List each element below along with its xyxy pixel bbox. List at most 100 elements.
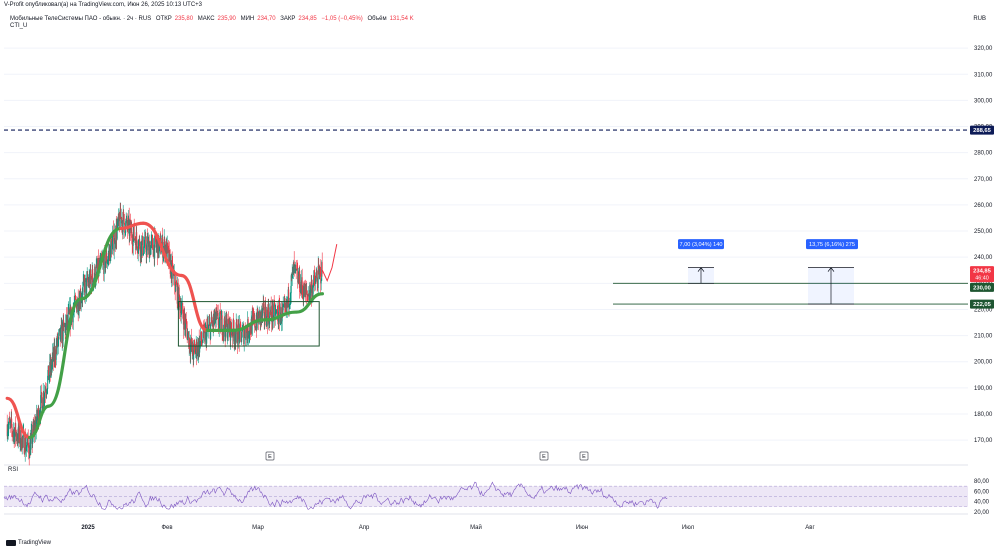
candle-body [105,261,107,268]
currency-label: RUB [973,16,986,22]
low-label: МИН [240,16,255,22]
tradingview-logo[interactable]: TradingView [6,540,51,546]
candle-body [67,312,69,322]
candle-body [9,419,11,423]
tradingview-mark-icon [6,540,16,546]
candle-body [104,251,106,268]
time-tick-label: 2025 [81,525,95,531]
candle-body [268,307,270,319]
candle-body [40,395,42,417]
candle-body [306,290,308,295]
candle-body [302,289,304,292]
candle-body [236,322,238,324]
rsi-tick-label: 40,00 [974,500,990,506]
candle-body [89,270,91,287]
candle-body [123,212,125,214]
candle-body [58,330,60,333]
candle-body [249,325,251,332]
candle-body [299,270,301,293]
candle-body [217,313,219,326]
candle-body [241,337,243,342]
candle-body [14,432,16,443]
candle-body [243,335,245,344]
candle-body [219,311,221,321]
candle-body [316,275,318,278]
close-value: 234,85 [298,16,317,22]
candle-body [43,392,45,403]
candle-body [126,217,128,226]
candle-body [217,312,219,314]
candle-body [133,226,135,240]
candle-body [151,238,153,241]
trend-segment [295,292,324,314]
candle-body [202,340,204,343]
candle-body [320,269,322,284]
candle-body [241,329,243,338]
price-tick-label: 210,00 [974,334,993,340]
candle-body [46,388,48,392]
time-tick-label: Авг [805,525,815,531]
candle-body [51,359,53,365]
symbol-name[interactable]: Мобильные ТелеСистемы ПАО - обыкн. · 2ч … [10,16,152,22]
candle-body [125,220,127,222]
candle-body [183,313,185,330]
candle-body [16,433,18,440]
candle-body [283,303,285,306]
candle-body [265,306,267,322]
candle-body [75,299,77,301]
trend-segment [79,226,123,301]
candle-body [208,325,210,329]
price-tick-label: 240,00 [974,255,993,261]
earnings-event-marker [539,451,549,461]
time-tick-label: Июл [682,525,695,531]
candle-body [178,287,180,308]
rsi-tick-label: 80,00 [974,479,990,485]
candle-body [289,303,291,305]
candle-body [221,315,223,336]
candle-body [15,423,17,438]
candle-body [43,397,45,403]
candle-body [86,277,88,293]
candle-body [313,275,315,276]
candle-body [10,420,12,424]
candle-body [303,294,305,300]
candle-body [245,328,247,341]
candle-body [72,311,74,323]
candle-body [122,212,124,232]
candle-body [247,319,249,337]
candle-body [306,294,308,296]
candle-body [134,239,136,241]
countdown-tag: 46:40 [975,276,989,282]
candle-body [167,247,169,249]
candle-body [230,321,232,331]
candle-body [132,234,134,246]
candle-body [87,275,89,283]
price-tick-label: 170,00 [974,438,993,444]
candle-body [289,298,291,304]
candle-body [244,329,246,338]
candle-body [111,241,113,255]
candle-body [240,332,242,342]
candle-body [106,252,108,264]
candle-body [214,309,216,323]
candle-body [215,311,217,320]
candle-body [84,279,86,296]
earnings-event-letter: E [582,454,586,460]
candle-body [275,311,277,312]
publisher-header: V-Profit опубликовал(а) на TradingView.c… [4,2,203,8]
candle-body [37,416,39,420]
trend-segment [180,273,209,332]
candle-body [193,343,195,360]
candle-body [113,243,115,251]
indicator-name[interactable]: CTI_U [10,23,28,29]
candle-body [30,439,32,455]
candle-body [295,264,297,270]
candle-body [272,305,274,321]
candle-body [199,341,201,353]
candle-body [235,334,237,342]
candle-body [96,263,98,269]
price-tick-label: 310,00 [974,72,993,78]
level2-price-tag: 222,05 [973,302,992,308]
candle-body [83,278,85,284]
